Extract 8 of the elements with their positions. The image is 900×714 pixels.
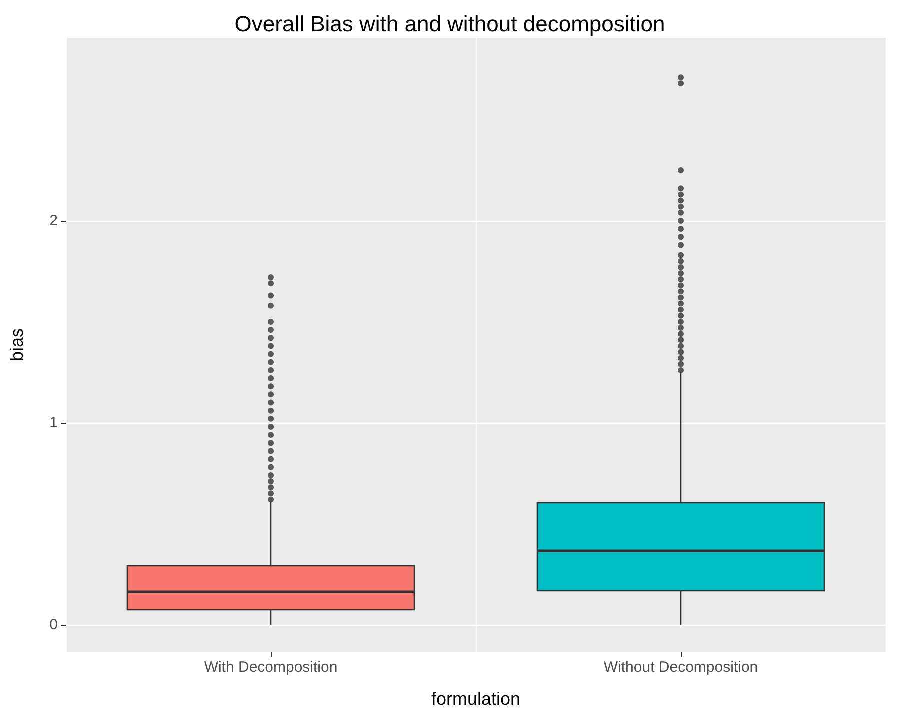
- x-axis-title: formulation: [431, 689, 521, 709]
- chart-title: Overall Bias with and without decomposition: [234, 12, 666, 36]
- x-tick-label: Without Decomposition: [604, 659, 758, 676]
- y-tick-label: 0: [50, 616, 58, 634]
- y-tick-label: 2: [50, 212, 58, 230]
- x-tick-label: With Decomposition: [204, 659, 338, 676]
- y-axis-title: bias: [7, 328, 27, 362]
- y-tick-label: 1: [50, 414, 58, 432]
